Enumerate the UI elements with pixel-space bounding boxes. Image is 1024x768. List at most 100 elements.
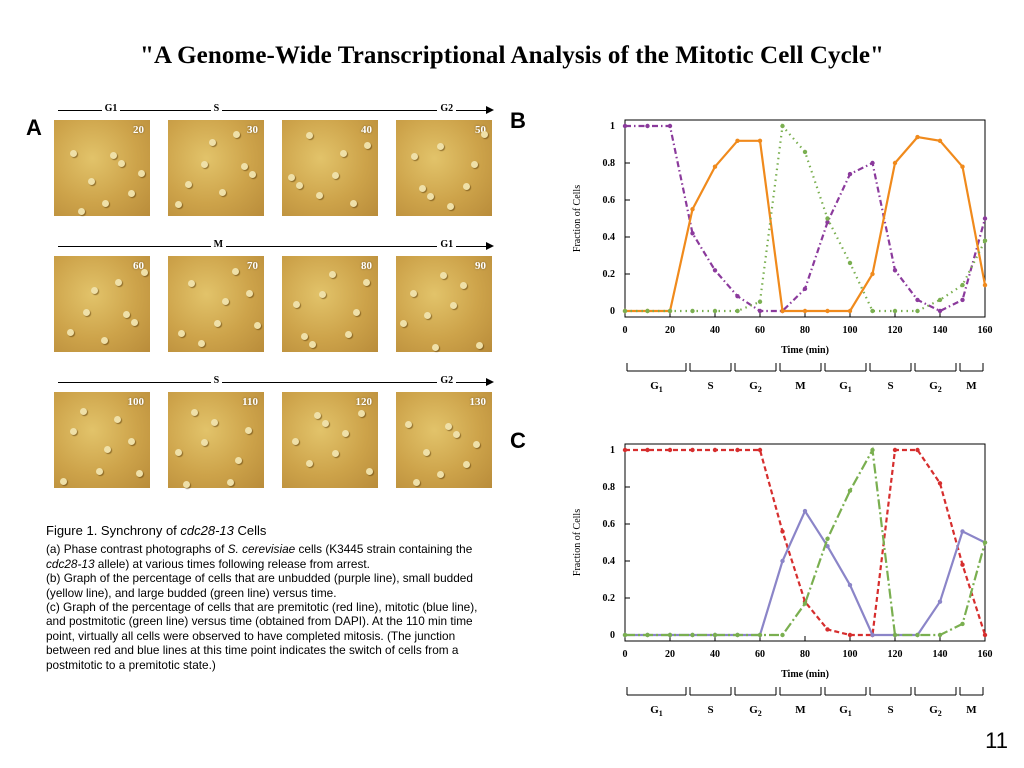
y-tick-label: 0.8 [603, 482, 616, 493]
series-line-2 [625, 135, 987, 313]
data-point [622, 123, 628, 129]
y-tick-label: 0.4 [603, 232, 616, 243]
photo-timepoint: 70 [247, 260, 258, 272]
data-point [870, 447, 875, 453]
phase-label: G2 [437, 375, 457, 386]
yeast-cell [60, 478, 67, 485]
data-point [825, 220, 830, 225]
data-point [645, 447, 650, 453]
data-point [645, 632, 650, 638]
photo-timepoint: 100 [127, 396, 145, 408]
x-tick-label: 40 [710, 649, 720, 660]
yeast-cell [136, 470, 143, 477]
yeast-cell [254, 322, 261, 329]
data-point [622, 632, 628, 638]
yeast-cell [353, 309, 360, 316]
yeast-cell [118, 160, 125, 167]
series-line-3 [625, 446, 987, 637]
yeast-cell [235, 457, 242, 464]
yeast-cell [329, 271, 336, 278]
data-point [825, 536, 830, 541]
y-tick-label: 0.6 [603, 195, 616, 206]
x-tick-label: 60 [755, 325, 765, 336]
yeast-cell [296, 182, 303, 189]
micrograph-photo: 50 [396, 120, 492, 216]
yeast-cell [460, 282, 467, 289]
arrow-right-icon [486, 378, 494, 386]
micrograph-photo: 60 [54, 256, 150, 352]
yeast-cell [175, 201, 182, 208]
data-point [847, 488, 853, 493]
micrograph-photo: 100 [54, 392, 150, 488]
data-point [870, 308, 875, 314]
yeast-cell [246, 290, 253, 297]
phase-arrow-row-1: G1 S G2 [58, 103, 494, 118]
data-point [802, 149, 808, 155]
data-point [892, 632, 898, 638]
yeast-cell [481, 131, 488, 138]
x-tick-label: 160 [978, 325, 993, 336]
yeast-cell [201, 161, 208, 168]
phase-label: G1 [839, 380, 852, 394]
data-point [915, 297, 920, 303]
data-point [937, 138, 943, 143]
y-tick-label: 0 [610, 306, 615, 317]
yeast-cell [288, 174, 295, 181]
yeast-cell [358, 410, 365, 417]
yeast-cell [104, 446, 111, 453]
chart-b: 0 20 40 60 80 100 120 140 160 0 0.2 0.4 0.6 0.8 1 Time … [572, 119, 993, 394]
data-point [780, 632, 785, 638]
photo-timepoint: 80 [361, 260, 372, 272]
data-point [780, 558, 785, 564]
y-tick-label: 0.2 [603, 269, 616, 280]
data-point [870, 271, 875, 277]
phase-label: G1 [839, 704, 852, 718]
yeast-cell [183, 481, 190, 488]
data-point [937, 599, 943, 604]
yeast-cell [332, 450, 339, 457]
data-point [712, 268, 718, 273]
photo-timepoint: 40 [361, 124, 372, 136]
y-axis-label: Fraction of Cells [572, 185, 583, 252]
phase-label: M [966, 380, 977, 392]
data-point [757, 299, 763, 304]
yeast-cell [405, 421, 412, 428]
yeast-cell [440, 272, 447, 279]
yeast-cell [471, 161, 478, 168]
phase-label: G2 [749, 704, 762, 718]
series-line-2 [625, 508, 986, 637]
yeast-cell [413, 479, 420, 486]
micrograph-photo: 80 [282, 256, 378, 352]
y-tick-label: 1 [610, 445, 615, 456]
data-point [712, 632, 718, 638]
data-point [825, 308, 830, 314]
yeast-cell [209, 139, 216, 146]
photo-timepoint: 120 [355, 396, 373, 408]
x-tick-label: 100 [843, 649, 858, 660]
x-tick-label: 140 [933, 325, 948, 336]
yeast-cell [350, 200, 357, 207]
panel-c-label: C [510, 428, 526, 453]
photo-timepoint: 60 [133, 260, 144, 272]
yeast-cell [131, 319, 138, 326]
data-point [667, 447, 673, 453]
y-tick-label: 0.8 [603, 158, 616, 169]
data-point [937, 481, 943, 486]
figure-caption: Figure 1. Synchrony of cdc28-13 Cells (a… [46, 523, 492, 672]
yeast-cell [222, 298, 229, 305]
yeast-cell [128, 438, 135, 445]
micrograph-photo: 40 [282, 120, 378, 216]
data-point [892, 447, 898, 453]
data-point [757, 447, 763, 453]
yeast-cell [211, 419, 218, 426]
yeast-cell [364, 142, 371, 149]
data-point [690, 632, 695, 638]
yeast-cell [306, 132, 313, 139]
yeast-cell [91, 287, 98, 294]
data-point [622, 308, 628, 314]
data-point [802, 308, 808, 314]
y-tick-label: 0 [610, 630, 615, 641]
yeast-cell [102, 200, 109, 207]
micrograph-photo: 120 [282, 392, 378, 488]
yeast-cell [128, 190, 135, 197]
